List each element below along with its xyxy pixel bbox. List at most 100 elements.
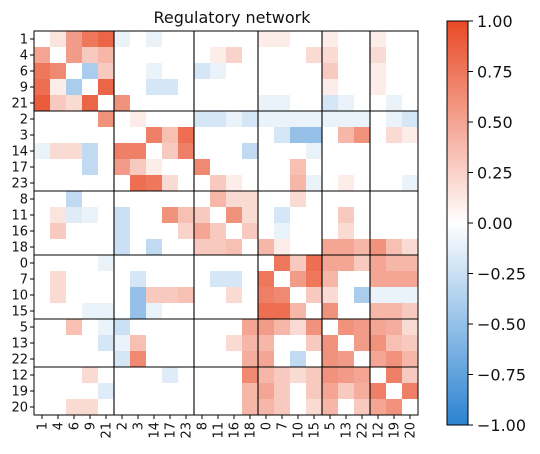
heatmap-cell [290,31,307,48]
heatmap-cell [258,207,275,224]
heatmap-cell [354,383,371,400]
heatmap-cell [114,47,131,64]
heatmap-cell [114,31,131,48]
heatmap-cell [50,319,67,336]
heatmap-cell [242,399,259,416]
y-tick-label: 14 [11,145,28,160]
heatmap-cell [338,303,355,320]
heatmap-cell [50,159,67,176]
heatmap-cell [290,207,307,224]
heatmap-cell [146,95,163,112]
heatmap-cell [98,351,115,368]
heatmap-cell [290,239,307,256]
colorbar-tick-label: −1.00 [477,416,526,435]
heatmap-cell [306,79,323,96]
heatmap-cell [50,271,67,288]
heatmap-cell [258,47,275,64]
heatmap-cell [226,47,243,64]
heatmap-cell [66,287,83,304]
heatmap-cell [242,335,259,352]
heatmap-cell [66,207,83,224]
heatmap-cell [146,223,163,240]
heatmap-cell [162,287,179,304]
y-tick-label: 15 [11,305,28,320]
heatmap-cell [242,47,259,64]
heatmap-cell [34,239,51,256]
heatmap-cell [114,383,131,400]
heatmap-cell [258,95,275,112]
heatmap-cell [194,383,211,400]
heatmap-cell [290,383,307,400]
heatmap-cell [50,223,67,240]
heatmap-cell [146,159,163,176]
heatmap-cell [178,287,195,304]
x-axis-tick-labels: 1 4 6 9 21 2 3 14 17 23 8 11 16 18 0 7 10 15 5 13 22 12 19 20 [36,415,419,439]
heatmap-cell [34,95,51,112]
heatmap-cell [130,63,147,80]
heatmap-cell [242,383,259,400]
heatmap-cell [66,47,83,64]
heatmap-cell [338,175,355,192]
heatmap-cell [306,207,323,224]
heatmap-cell [82,159,99,176]
heatmap-cell [34,351,51,368]
x-tick-label: 20 [404,422,419,439]
heatmap-cell [354,111,371,128]
heatmap-cell [82,367,99,384]
heatmap-cell [210,127,227,144]
heatmap-cell [34,79,51,96]
heatmap-cell [146,351,163,368]
heatmap-cell [178,367,195,384]
heatmap-cell [226,271,243,288]
heatmap-cell [82,383,99,400]
heatmap-cell [130,319,147,336]
heatmap-cell [50,383,67,400]
heatmap-cell [242,191,259,208]
x-tick-label: 9 [84,422,99,430]
heatmap-cell [354,255,371,272]
heatmap-cell [178,255,195,272]
heatmap-cell [306,399,323,416]
heatmap-cell [306,271,323,288]
colorbar-tick-label: 1.00 [477,12,513,31]
heatmap-cell [242,79,259,96]
heatmap-cell [242,271,259,288]
heatmap-cell [338,95,355,112]
heatmap-cell [242,207,259,224]
heatmap-cell [34,47,51,64]
heatmap-cell [82,335,99,352]
heatmap-cell [242,351,259,368]
heatmap-cell [402,223,419,240]
colorbar-tick-label: −0.75 [477,366,526,385]
heatmap-cell [194,175,211,192]
heatmap-cell [162,127,179,144]
heatmap-cell [226,159,243,176]
heatmap-cell [98,47,115,64]
heatmap-cell [242,367,259,384]
heatmap-cell [322,271,339,288]
heatmap-cell [146,367,163,384]
heatmap-cell [98,287,115,304]
y-tick-label: 8 [20,193,28,208]
heatmap-cell [274,175,291,192]
heatmap-cell [210,271,227,288]
heatmap-cell [178,111,195,128]
heatmap-cell [82,223,99,240]
heatmap-cell [130,143,147,160]
heatmap-cell [370,223,387,240]
heatmap-cell [210,239,227,256]
heatmap-cell [386,399,403,416]
heatmap-cell [210,383,227,400]
heatmap-cell [370,191,387,208]
heatmap-cell [114,143,131,160]
heatmap-cell [322,223,339,240]
heatmap-cell [34,31,51,48]
heatmap-cell [242,175,259,192]
heatmap-cell [66,255,83,272]
heatmap-cell [338,111,355,128]
heatmap-cell [98,127,115,144]
heatmap-cell [194,207,211,224]
colorbar-tick-label: −0.50 [477,315,526,334]
heatmap-cell [226,31,243,48]
